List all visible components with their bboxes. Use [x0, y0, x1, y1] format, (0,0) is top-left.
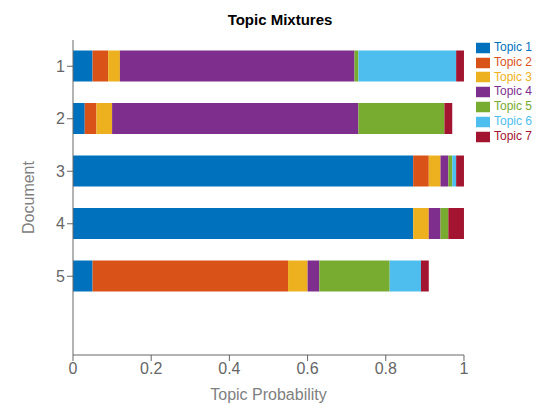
html-text:Topic 4: Topic 4	[494, 84, 532, 99]
svg-text:0.6: 0.6	[296, 360, 318, 377]
svg-text:2: 2	[56, 110, 65, 127]
html-text:Topic 2: Topic 2	[494, 54, 532, 69]
html-text:Topic Mixtures: Topic Mixtures	[227, 11, 333, 28]
html-text:Topic 5: Topic 5	[494, 99, 532, 114]
svg-text:1: 1	[56, 58, 65, 75]
svg-text:Document: Document	[20, 160, 37, 233]
html-text:Topic 7: Topic 7	[494, 129, 532, 143]
svg-text:0.2: 0.2	[140, 360, 162, 377]
svg-text:4: 4	[56, 215, 65, 232]
svg-text:0.8: 0.8	[375, 360, 397, 377]
svg-text:0.4: 0.4	[218, 360, 240, 377]
svg-text:Topic Probability: Topic Probability	[210, 386, 327, 403]
svg-text:5: 5	[56, 268, 65, 285]
html-text:Topic 6: Topic 6	[494, 114, 532, 129]
svg-text:1: 1	[460, 360, 469, 377]
svg-text:3: 3	[56, 163, 65, 180]
svg-text:0: 0	[69, 360, 78, 377]
html-text:Topic 1: Topic 1	[494, 40, 532, 54]
html-text:Topic 3: Topic 3	[494, 69, 532, 84]
